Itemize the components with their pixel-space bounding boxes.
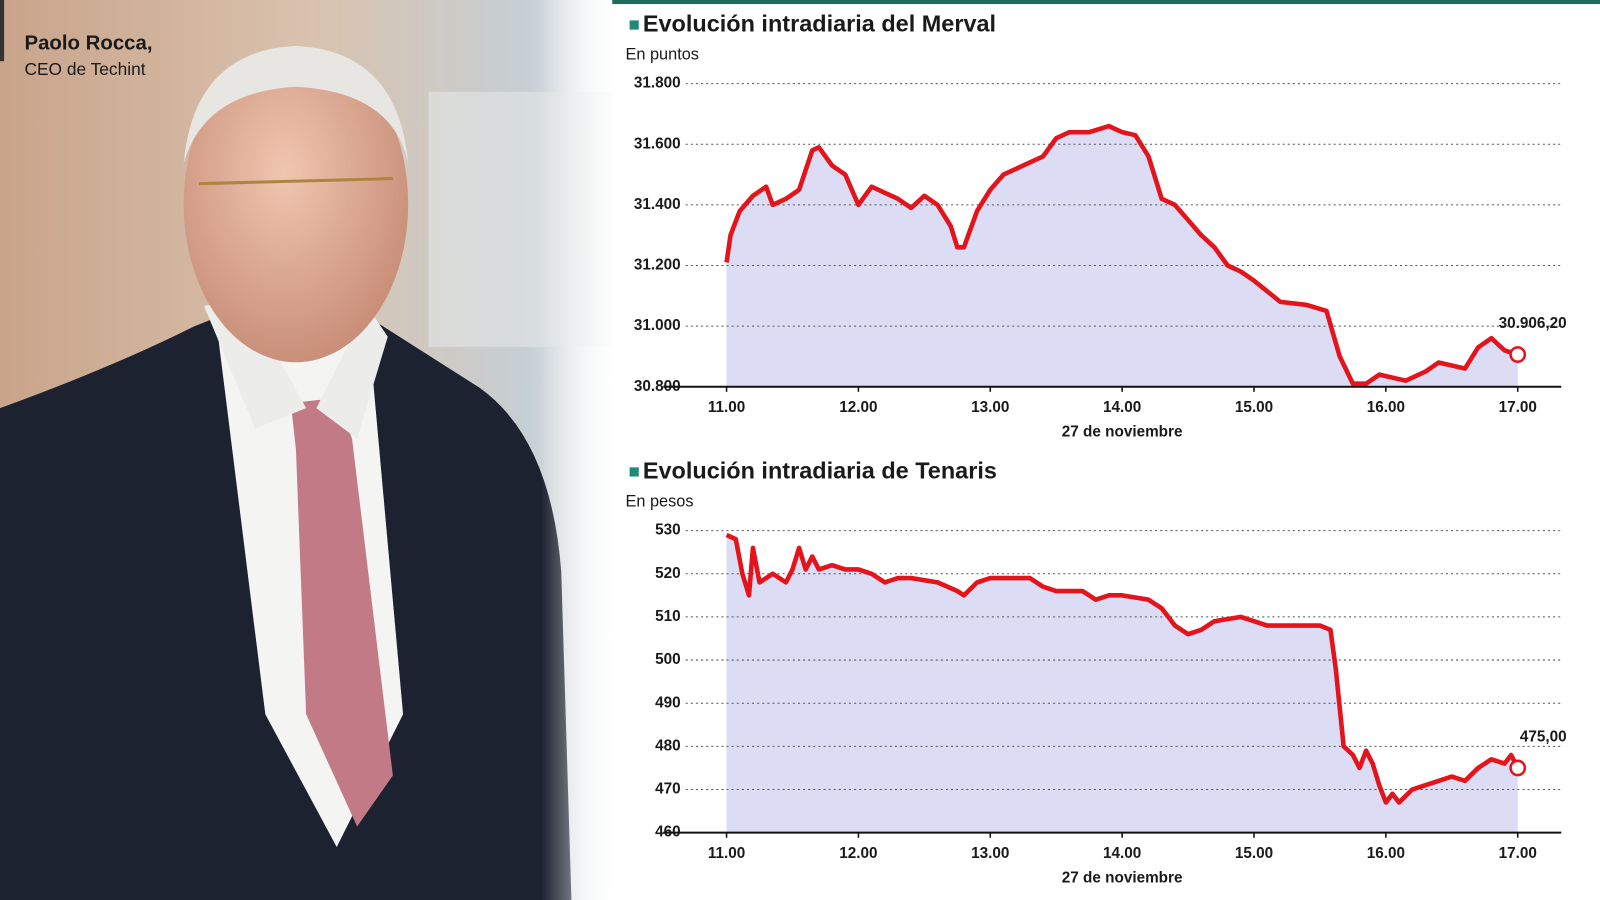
y-tick-label: 500 [655, 651, 681, 668]
y-tick-label: 31.800 [634, 75, 681, 92]
chart-title: Evolución intradiaria de Tenaris [643, 458, 997, 484]
x-tick-label: 13.00 [971, 845, 1009, 862]
y-tick-label: 510 [655, 608, 681, 625]
x-tick-label: 12.00 [839, 399, 877, 416]
value-label: 30.906,20 [1499, 315, 1567, 332]
x-tick-label: 13.00 [971, 399, 1009, 416]
x-tick-label: 17.00 [1499, 845, 1537, 862]
top-rule [612, 0, 1600, 5]
y-tick-label: 31.200 [634, 257, 681, 274]
photo-caption-role: CEO de Techint [24, 59, 145, 79]
y-tick-label: 490 [655, 694, 681, 711]
line [724, 123, 1519, 386]
title-bullet [629, 20, 639, 30]
photo: Paolo Rocca, CEO de Techint [0, 0, 623, 900]
x-tick-label: 14.00 [1103, 845, 1141, 862]
x-tick-label: 14.00 [1103, 399, 1141, 416]
area [726, 126, 1518, 387]
y-tick-label: 470 [655, 781, 681, 798]
y-tick-label: 31.600 [634, 135, 681, 152]
chart-title: Evolución intradiaria del Merval [643, 11, 996, 37]
y-tick-label: 31.000 [634, 317, 681, 334]
x-tick-label: 16.00 [1367, 399, 1405, 416]
y-axis-label: En puntos [626, 45, 699, 63]
end-marker [1509, 346, 1527, 363]
x-tick-label: 11.00 [708, 845, 745, 862]
area [726, 534, 1518, 833]
x-tick-label: 15.00 [1235, 399, 1273, 416]
x-tick-label: 11.00 [708, 399, 745, 416]
x-axis-label: 27 de noviembre [1062, 424, 1183, 441]
y-axis-label: En pesos [626, 492, 694, 510]
x-tick-label: 16.00 [1367, 845, 1405, 862]
photo-caption-name: Paolo Rocca, [24, 32, 152, 54]
end-marker [1509, 759, 1527, 777]
value-label: 475,00 [1520, 728, 1567, 745]
y-tick-label: 30.800 [634, 378, 681, 395]
y-tick-label: 480 [655, 737, 681, 754]
x-tick-label: 17.00 [1499, 399, 1537, 416]
y-tick-label: 530 [655, 522, 681, 539]
y-tick-label: 520 [655, 565, 681, 582]
x-axis-label: 27 de noviembre [1062, 870, 1183, 887]
x-tick-label: 12.00 [839, 845, 877, 862]
x-tick-label: 15.00 [1235, 845, 1273, 862]
y-tick-label: 31.400 [634, 196, 681, 213]
title-bullet [629, 467, 639, 477]
line [725, 532, 1520, 805]
